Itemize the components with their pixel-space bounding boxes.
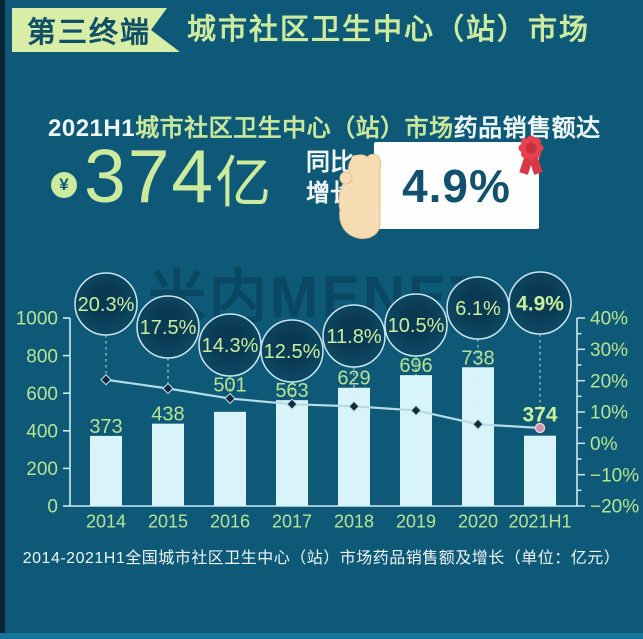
amount-unit: 亿 bbox=[215, 151, 272, 214]
summary-sentence: 2021H1城市社区卫生中心（站）市场药品销售额达 bbox=[48, 108, 601, 143]
award-ribbon-icon bbox=[512, 134, 550, 183]
right-axis-tick-label: 30% bbox=[590, 340, 628, 361]
bottom-edge-strip bbox=[0, 633, 643, 639]
summary-prefix: 2021H1 bbox=[48, 115, 136, 142]
right-axis-tick-label: 40% bbox=[590, 309, 628, 330]
bar-2016 bbox=[214, 411, 246, 506]
growth-line bbox=[105, 378, 541, 430]
bar-2014 bbox=[90, 435, 122, 506]
line-marker bbox=[286, 398, 298, 410]
bar-value-label: 629 bbox=[337, 368, 370, 390]
growth-value: 4.9% bbox=[402, 159, 511, 212]
growth-circle bbox=[508, 271, 572, 335]
right-axis-tick-label: −10% bbox=[590, 465, 639, 486]
bar-2020 bbox=[462, 367, 494, 506]
line-marker bbox=[348, 400, 360, 413]
yuan-symbol: ¥ bbox=[59, 175, 69, 194]
growth-circle-label: 12.5% bbox=[264, 341, 321, 363]
x-axis-label: 2020 bbox=[458, 511, 498, 531]
bar-value-label: 501 bbox=[213, 375, 246, 397]
bar-value-label: 696 bbox=[399, 355, 432, 377]
chart-caption: 2014-2021H1全国城市社区卫生中心（站）市场药品销售额及增长（单位：亿元… bbox=[22, 550, 621, 567]
hand-svg bbox=[338, 153, 382, 239]
yuan-coin-icon: ¥ bbox=[51, 172, 77, 198]
line-marker bbox=[162, 382, 174, 395]
x-axis-label: 2015 bbox=[148, 511, 188, 531]
section-badge-label: 第三终端 bbox=[27, 17, 152, 49]
growth-circle-label: 20.3% bbox=[78, 294, 135, 316]
growth-circle bbox=[260, 319, 324, 383]
growth-circle bbox=[384, 293, 448, 357]
growth-circle-label: 17.5% bbox=[140, 317, 197, 339]
line-marker bbox=[472, 418, 484, 430]
x-axis-label: 2019 bbox=[396, 511, 436, 531]
total-amount: 374亿 bbox=[84, 139, 271, 214]
growth-circle bbox=[136, 295, 200, 359]
right-axis-tick-label: 20% bbox=[590, 371, 628, 392]
hand-icon bbox=[334, 147, 384, 244]
bar-2017 bbox=[276, 400, 308, 506]
bar-value-label: 438 bbox=[151, 404, 184, 426]
amount-number: 374 bbox=[84, 134, 216, 218]
growth-circle-label: 10.5% bbox=[388, 315, 445, 337]
bar-value-label: 373 bbox=[89, 416, 122, 438]
growth-circle-label: 14.3% bbox=[202, 335, 259, 357]
left-edge-strip bbox=[0, 0, 5, 639]
x-axis-label: 2018 bbox=[334, 511, 374, 531]
line-marker bbox=[410, 404, 422, 417]
left-axis-tick-label: 1000 bbox=[16, 309, 58, 330]
x-axis-label: 2021H1 bbox=[508, 511, 571, 531]
line-marker-current bbox=[534, 422, 546, 434]
summary-suffix: 药品销售额达 bbox=[453, 115, 601, 142]
growth-circle bbox=[322, 304, 386, 368]
bar-value-label: 563 bbox=[275, 380, 308, 402]
right-axis-tick-label: −20% bbox=[590, 497, 639, 518]
left-axis-tick-label: 800 bbox=[26, 346, 58, 367]
x-axis-label: 2017 bbox=[272, 511, 312, 531]
left-axis-tick-label: 200 bbox=[26, 459, 58, 480]
bar-value-label: 738 bbox=[461, 347, 494, 369]
page-title: 城市社区卫生中心（站）市场 bbox=[187, 14, 591, 46]
line-marker bbox=[100, 373, 112, 386]
line-marker bbox=[224, 392, 236, 405]
bar-2021H1 bbox=[524, 435, 556, 506]
award-ribbon-svg bbox=[518, 135, 544, 175]
growth-circle-label: 11.8% bbox=[326, 326, 381, 348]
right-axis-tick-label: 10% bbox=[590, 403, 628, 424]
growth-circle bbox=[74, 272, 138, 336]
summary-highlight: 城市社区卫生中心（站）市场 bbox=[135, 115, 454, 142]
left-axis-tick-label: 400 bbox=[26, 421, 58, 442]
growth-circle-label: 4.9% bbox=[516, 292, 564, 315]
left-axis-tick-label: 600 bbox=[26, 384, 58, 405]
growth-circle-label: 6.1% bbox=[455, 298, 501, 320]
right-axis-tick-label: 0% bbox=[590, 434, 618, 455]
bar-2015 bbox=[152, 423, 184, 506]
bar-2019 bbox=[400, 375, 432, 506]
bar-value-label: 374 bbox=[522, 403, 557, 426]
left-axis-tick-label: 0 bbox=[47, 497, 58, 518]
x-axis-label: 2014 bbox=[86, 511, 126, 531]
x-axis-label: 2016 bbox=[210, 511, 250, 531]
growth-value-card: 4.9% bbox=[374, 142, 539, 229]
